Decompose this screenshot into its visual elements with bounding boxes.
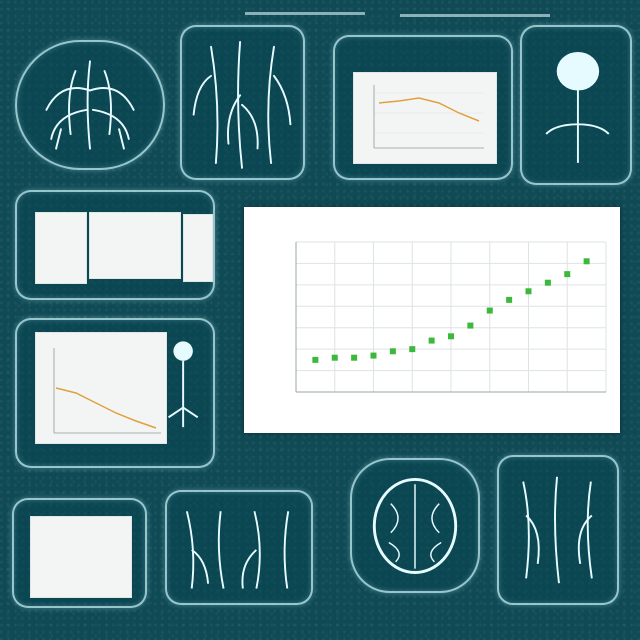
header-line	[245, 12, 365, 15]
data-point	[506, 296, 513, 303]
data-point	[312, 356, 319, 363]
data-point	[448, 333, 454, 340]
roots-icon	[192, 41, 292, 169]
header-line	[400, 14, 550, 17]
bottom-doc-panel	[12, 498, 147, 608]
document-page	[30, 516, 132, 598]
brain-icon	[372, 478, 458, 574]
data-point	[544, 279, 551, 286]
declining-chart-icon	[53, 348, 161, 434]
roots-icon	[185, 511, 290, 589]
document-page	[183, 214, 213, 282]
mini-declining-chart	[35, 332, 167, 444]
data-point	[331, 354, 338, 361]
documents-panel	[15, 190, 215, 300]
small-tree-icon	[167, 341, 199, 428]
data-point	[486, 307, 493, 314]
data-point	[428, 337, 435, 344]
root-illustration-panel	[180, 25, 305, 180]
tree-circle-panel	[15, 40, 165, 170]
document-page	[89, 212, 181, 279]
document-page	[35, 212, 87, 284]
scatter-plot	[295, 241, 607, 393]
mini-line-chart-icon	[373, 85, 484, 149]
bottom-roots-panel	[165, 490, 313, 605]
main-chart	[244, 207, 620, 433]
data-point	[583, 258, 590, 265]
tree-icon	[545, 51, 610, 163]
data-point	[564, 271, 571, 278]
bottom-tree-panel	[497, 455, 619, 605]
chart-tree-panel	[15, 318, 215, 468]
data-point	[351, 354, 358, 361]
data-point	[389, 348, 396, 355]
brain-panel	[350, 458, 480, 593]
tree-panel	[520, 25, 632, 185]
data-point	[370, 352, 377, 359]
data-point	[525, 288, 532, 295]
data-point	[409, 346, 416, 353]
roots-icon	[522, 476, 593, 584]
data-point	[467, 322, 474, 329]
branching-tree-icon	[45, 60, 135, 150]
small-chart-panel	[333, 35, 513, 180]
mini-chart	[353, 72, 497, 164]
